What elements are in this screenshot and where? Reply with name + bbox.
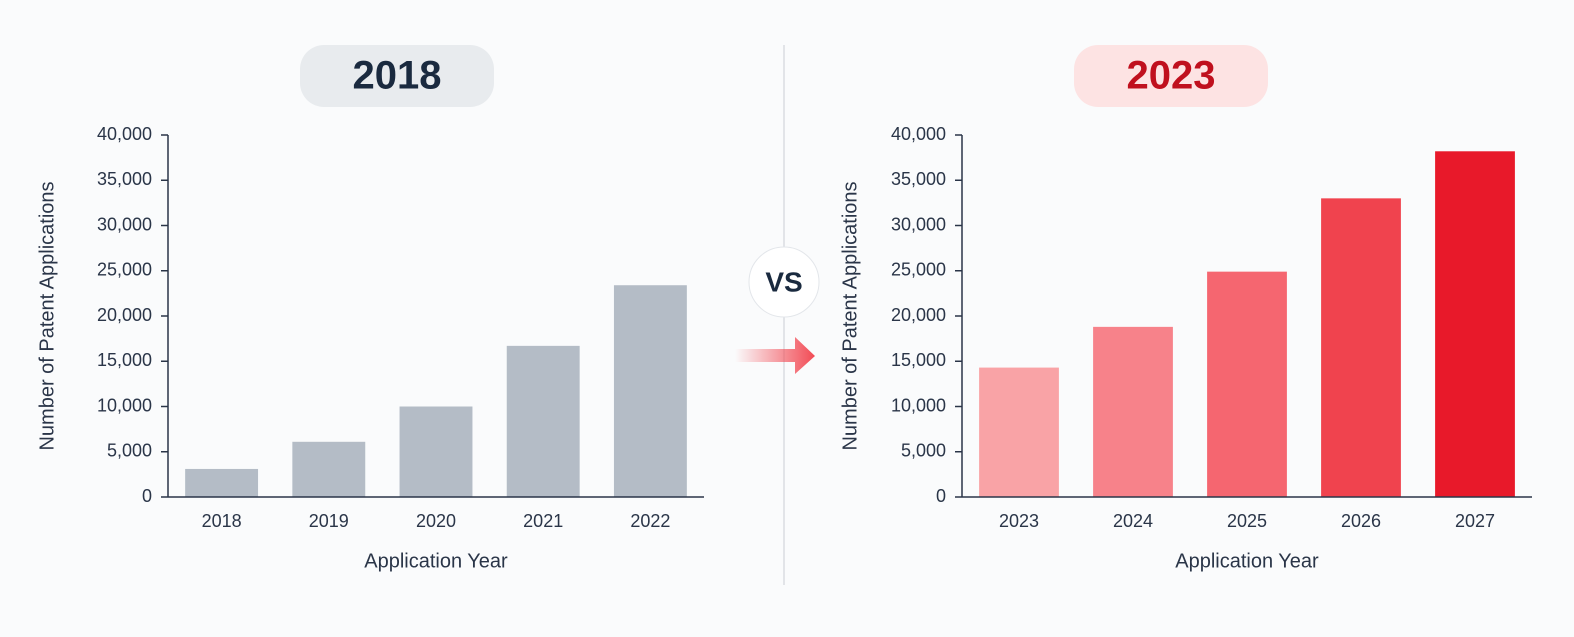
bar bbox=[1435, 151, 1515, 498]
y-tick-label: 30,000 bbox=[891, 214, 946, 234]
title-badge bbox=[300, 45, 494, 107]
x-tick-label: 2025 bbox=[1227, 511, 1267, 531]
bar bbox=[1207, 271, 1287, 497]
vs-circle bbox=[748, 246, 820, 318]
y-tick-label: 20,000 bbox=[891, 305, 946, 325]
y-tick-label: 35,000 bbox=[891, 169, 946, 189]
bar bbox=[506, 345, 580, 497]
bar bbox=[1093, 326, 1173, 497]
x-tick-label: 2022 bbox=[630, 511, 670, 531]
title-badge bbox=[1074, 45, 1268, 107]
x-axis-title: Application Year bbox=[364, 550, 508, 572]
bar bbox=[399, 406, 473, 497]
bar bbox=[613, 285, 687, 497]
x-tick-label: 2027 bbox=[1455, 511, 1495, 531]
x-tick-label: 2021 bbox=[523, 511, 563, 531]
bar bbox=[292, 441, 366, 497]
x-tick-label: 2024 bbox=[1113, 511, 1153, 531]
x-tick-label: 2020 bbox=[416, 511, 456, 531]
chart-title: 2018 bbox=[353, 54, 442, 98]
bar bbox=[185, 468, 259, 497]
y-tick-label: 15,000 bbox=[891, 350, 946, 370]
y-tick-label: 25,000 bbox=[97, 260, 152, 280]
chart-title: 2023 bbox=[1127, 54, 1216, 98]
x-tick-label: 2019 bbox=[309, 511, 349, 531]
x-tick-label: 2026 bbox=[1341, 511, 1381, 531]
bar bbox=[979, 367, 1059, 497]
y-tick-label: 20,000 bbox=[97, 305, 152, 325]
vs-label: VS bbox=[765, 266, 802, 297]
x-tick-label: 2023 bbox=[999, 511, 1039, 531]
y-tick-label: 40,000 bbox=[97, 124, 152, 144]
arrow bbox=[735, 337, 815, 374]
y-tick-label: 15,000 bbox=[97, 350, 152, 370]
y-tick-label: 0 bbox=[142, 486, 152, 506]
y-tick-label: 5,000 bbox=[901, 441, 946, 461]
y-axis-title: Number of Patent Applications bbox=[36, 181, 58, 450]
bar bbox=[1321, 198, 1401, 497]
y-tick-label: 10,000 bbox=[97, 395, 152, 415]
y-axis-title: Number of Patent Applications bbox=[839, 181, 861, 450]
y-tick-label: 30,000 bbox=[97, 214, 152, 234]
x-axis-title: Application Year bbox=[1175, 550, 1319, 572]
x-tick-label: 2018 bbox=[202, 511, 242, 531]
y-tick-label: 40,000 bbox=[891, 124, 946, 144]
y-tick-label: 5,000 bbox=[107, 441, 152, 461]
y-tick-label: 35,000 bbox=[97, 169, 152, 189]
y-tick-label: 10,000 bbox=[891, 395, 946, 415]
y-tick-label: 25,000 bbox=[891, 260, 946, 280]
y-tick-label: 0 bbox=[936, 486, 946, 506]
